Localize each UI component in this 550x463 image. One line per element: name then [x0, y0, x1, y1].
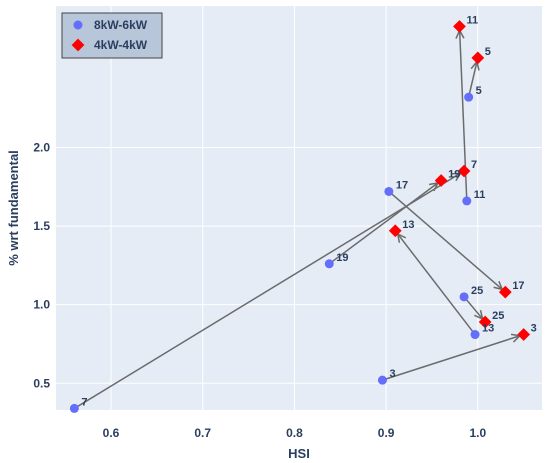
point-label: 7 [81, 396, 87, 408]
point-label: 19 [448, 168, 460, 180]
axis-ticks: 0.6 0.7 0.8 0.9 1.0 0.5 1.0 1.5 2.0 [33, 140, 486, 440]
y-tick-label: 0.5 [33, 376, 50, 390]
x-axis-title: HSI [288, 446, 310, 461]
point-label: 3 [531, 323, 537, 335]
arrow-harmonic-17 [388, 190, 502, 289]
point-8kw-6kw-h13[interactable] [470, 330, 480, 340]
point-8kw-6kw-h7[interactable] [69, 403, 79, 413]
point-label: 3 [389, 368, 395, 380]
point-label: 17 [396, 179, 408, 191]
point-4kw-4kw-h19[interactable] [434, 174, 448, 187]
y-tick-label: 2.0 [33, 140, 50, 154]
x-tick-label: 0.7 [194, 426, 211, 440]
point-4kw-4kw-h17[interactable] [498, 285, 512, 299]
point-4kw-4kw-h11[interactable] [453, 20, 466, 33]
point-8kw-6kw-h3[interactable] [377, 375, 387, 385]
arrow-harmonic-13 [398, 234, 476, 336]
point-label: 11 [474, 189, 486, 201]
arrow-harmonic-5 [467, 62, 477, 98]
point-8kw-6kw-h11[interactable] [462, 196, 472, 206]
point-8kw-6kw-h19[interactable] [324, 259, 334, 269]
x-tick-label: 0.8 [286, 426, 303, 440]
point-4kw-4kw-h13[interactable] [388, 224, 402, 238]
y-axis-title: % wrt fundamental [6, 150, 21, 266]
legend[interactable]: 8kW-6kW 4kW-4kW [61, 12, 163, 59]
point-label: 19 [336, 252, 348, 264]
point-8kw-6kw-h25[interactable] [459, 292, 469, 302]
grid-lines [56, 6, 542, 410]
arrow-harmonic-25 [463, 296, 483, 319]
point-label: 13 [402, 219, 414, 231]
plot-area [56, 6, 542, 410]
legend-label-series-1: 8kW-6kW [94, 18, 148, 32]
x-tick-label: 1.0 [469, 426, 486, 440]
point-label: 25 [471, 285, 483, 297]
point-4kw-4kw-h7[interactable] [457, 164, 471, 178]
arrow-harmonic-3 [382, 336, 519, 381]
point-label: 17 [512, 280, 524, 292]
point-label: 5 [476, 85, 482, 97]
point-4kw-4kw-h25[interactable] [478, 315, 492, 329]
x-tick-label: 0.6 [103, 426, 120, 440]
point-label: 25 [492, 310, 504, 322]
point-8kw-6kw-h5[interactable] [464, 92, 474, 102]
point-label: 5 [485, 46, 491, 58]
x-tick-label: 0.9 [378, 426, 395, 440]
y-tick-label: 1.0 [33, 298, 50, 312]
arrow-harmonic-7 [73, 173, 460, 410]
legend-label-series-2: 4kW-4kW [94, 38, 148, 52]
legend-marker-circle [73, 20, 83, 30]
point-label: 13 [482, 323, 494, 335]
point-label: 11 [466, 14, 478, 26]
y-tick-label: 1.5 [33, 219, 50, 233]
point-4kw-4kw-h5[interactable] [471, 51, 485, 65]
point-label: 7 [471, 159, 477, 171]
point-layer [69, 20, 531, 413]
point-8kw-6kw-h17[interactable] [384, 186, 394, 196]
arrow-harmonic-19 [328, 183, 438, 265]
